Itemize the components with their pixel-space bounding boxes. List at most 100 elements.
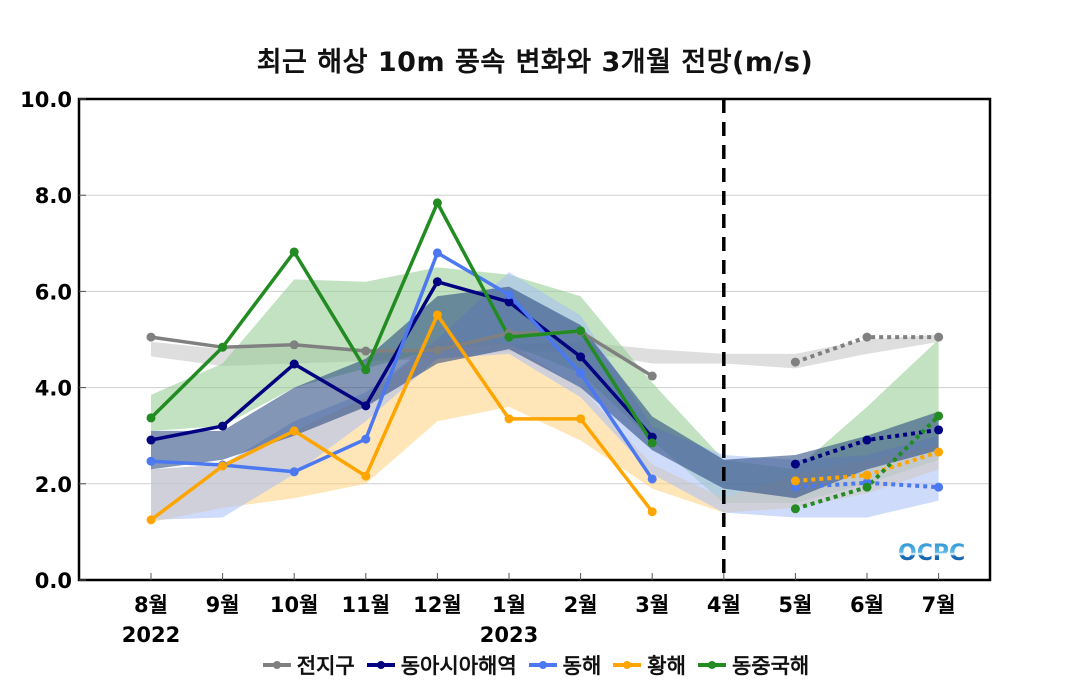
data-point	[146, 332, 156, 342]
x-tick-label: 2월	[564, 593, 598, 617]
data-point	[504, 414, 514, 424]
legend-item: 황해	[611, 650, 686, 680]
plot-frame	[77, 97, 992, 582]
legend-item: 동아시아해역	[365, 650, 517, 680]
data-point	[790, 357, 800, 367]
legend-swatch-icon	[611, 658, 643, 672]
data-point	[647, 474, 657, 484]
data-point	[432, 198, 442, 208]
y-tick-label: 4.0	[35, 377, 72, 401]
year-label: 2023	[480, 623, 538, 647]
y-tick-label: 6.0	[35, 280, 72, 304]
series-line-observed-4	[149, 201, 654, 444]
x-tick-label: 1월	[492, 593, 526, 617]
data-point	[146, 456, 156, 466]
data-point	[934, 482, 944, 492]
data-point	[146, 435, 156, 445]
data-point	[361, 365, 371, 375]
legend-label: 동중국해	[731, 654, 810, 678]
x-tick-label: 9월	[206, 593, 240, 617]
data-point	[862, 482, 872, 492]
data-point	[790, 482, 800, 492]
data-point	[934, 447, 944, 457]
legend-item: 동중국해	[696, 650, 809, 680]
legend: 전지구 동아시아해역 동해 황해 동중국해	[0, 650, 1070, 680]
data-point	[934, 425, 944, 435]
data-point	[862, 435, 872, 445]
series-points	[146, 198, 944, 525]
data-point	[862, 470, 872, 480]
x-tick-label: 6월	[850, 593, 884, 617]
y-axis-tick-labels: 0.0 2.0 4.0 6.0 8.0 10.0	[20, 88, 72, 593]
y-tick-label: 2.0	[35, 473, 72, 497]
data-point	[289, 247, 299, 257]
x-tick-label: 8월	[134, 593, 168, 617]
data-point	[647, 507, 657, 517]
data-point	[576, 326, 586, 336]
data-point	[432, 248, 442, 258]
data-point	[576, 352, 586, 362]
data-point	[432, 310, 442, 320]
series-line-forecast-3	[795, 450, 940, 483]
x-tick-label: 5월	[778, 593, 812, 617]
chart-title: 최근 해상 10m 풍속 변화와 3개월 전망(m/s)	[256, 47, 814, 78]
data-point	[790, 476, 800, 486]
data-point	[361, 346, 371, 356]
data-point	[504, 297, 514, 307]
y-tick-label: 8.0	[35, 184, 72, 208]
data-point	[146, 515, 156, 525]
data-point	[289, 426, 299, 436]
data-point	[289, 359, 299, 369]
band-2	[151, 272, 939, 520]
data-point	[647, 438, 657, 448]
data-point	[790, 504, 800, 514]
data-point	[289, 340, 299, 350]
data-point	[432, 277, 442, 287]
band-4	[151, 267, 939, 504]
data-point	[862, 332, 872, 342]
data-point	[361, 401, 371, 411]
data-point	[504, 290, 514, 300]
y-tick-label: 0.0	[35, 569, 72, 593]
data-point	[647, 371, 657, 381]
data-point	[146, 413, 156, 423]
data-point	[218, 342, 228, 352]
x-axis-year-labels: 2022 2023	[122, 623, 538, 647]
legend-label: 동아시아해역	[400, 654, 517, 678]
x-tick-label: 7월	[922, 593, 956, 617]
band-3	[151, 339, 939, 523]
x-axis-tick-labels: 8월 9월 10월 11월 12월 1월 2월 3월 4월 5월 6월 7월	[134, 593, 956, 617]
data-point	[432, 345, 442, 355]
x-tick-label: 10월	[270, 593, 319, 617]
x-tick-label: 4월	[707, 593, 741, 617]
series-line-observed-3	[149, 313, 654, 522]
legend-swatch-icon	[261, 658, 293, 672]
data-point	[504, 332, 514, 342]
data-point	[218, 421, 228, 431]
legend-item: 동해	[527, 650, 602, 680]
legend-label: 전지구	[296, 654, 355, 678]
x-tick-label: 12월	[413, 593, 462, 617]
series-line-observed-2	[150, 251, 654, 480]
legend-label: 황해	[647, 654, 686, 678]
axis-ticks	[79, 98, 940, 581]
legend-swatch-icon	[696, 658, 728, 672]
data-point	[361, 471, 371, 481]
data-point	[361, 434, 371, 444]
legend-label: 동해	[562, 654, 602, 678]
data-point	[576, 414, 586, 424]
x-tick-label: 3월	[635, 593, 669, 617]
data-point	[289, 467, 299, 477]
data-point	[576, 368, 586, 378]
y-tick-label: 10.0	[20, 88, 72, 112]
data-point	[790, 459, 800, 469]
year-label: 2022	[122, 623, 180, 647]
data-point	[934, 332, 944, 342]
legend-item: 전지구	[261, 650, 355, 680]
ocpc-logo: OCPC	[898, 541, 966, 566]
data-point	[218, 461, 228, 471]
x-tick-label: 11월	[342, 593, 391, 617]
legend-swatch-icon	[527, 658, 559, 672]
legend-swatch-icon	[365, 658, 397, 672]
